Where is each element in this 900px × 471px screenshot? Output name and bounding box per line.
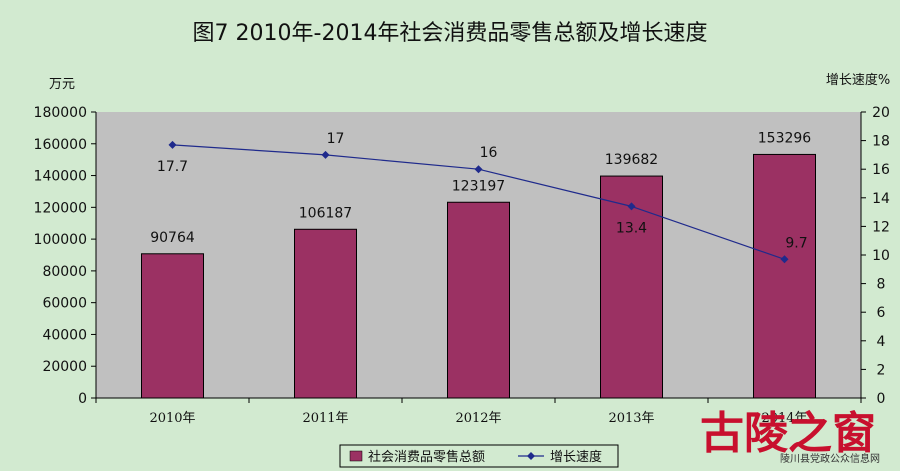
chart-title: 图7 2010年-2014年社会消费品零售总额及增长速度 xyxy=(193,21,708,46)
line-data-label: 17 xyxy=(327,131,345,147)
legend: 社会消费品零售总额 增长速度 xyxy=(339,444,619,468)
right-tick-label: 8 xyxy=(877,277,886,293)
left-tick-label: 160000 xyxy=(34,137,87,153)
x-axis: 2010年 2011年 2012年 2013年 2014年 xyxy=(95,398,862,426)
watermark-logo: 古陵之窗 陵川县党政公众信息网 xyxy=(700,408,880,465)
x-tick-label: 2011年 xyxy=(302,411,348,426)
line-series xyxy=(168,140,789,264)
left-tick-label: 20000 xyxy=(42,359,87,375)
x-tick-label: 2014年 xyxy=(761,411,807,426)
left-tick-label: 180000 xyxy=(34,105,87,121)
x-tick-label: 2013年 xyxy=(608,411,654,426)
right-y-axis: 0 2 4 6 8 10 12 14 16 18 20 xyxy=(861,105,890,407)
line-data-label: 9.7 xyxy=(785,235,807,251)
bar-series xyxy=(141,153,816,399)
x-tick-label: 2010年 xyxy=(149,411,195,426)
right-tick-label: 14 xyxy=(872,191,890,207)
legend-bar-label: 社会消费品零售总额 xyxy=(368,449,485,465)
left-tick-label: 80000 xyxy=(42,264,87,280)
bar-data-label: 106187 xyxy=(299,205,352,221)
line-point xyxy=(168,140,177,149)
line-data-label: 16 xyxy=(480,145,498,161)
line-data-labels: 17.7 17 16 13.4 9.7 xyxy=(157,131,808,251)
left-tick-label: 140000 xyxy=(34,169,87,185)
bar-data-label: 123197 xyxy=(452,178,505,194)
bar xyxy=(294,228,357,399)
legend-line-marker xyxy=(527,452,535,460)
bar-data-label: 90764 xyxy=(150,230,195,246)
line-point xyxy=(321,150,330,159)
right-tick-label: 10 xyxy=(872,248,890,264)
left-tick-label: 120000 xyxy=(34,200,87,216)
line-data-label: 13.4 xyxy=(616,220,647,236)
watermark-subtitle: 陵川县党政公众信息网 xyxy=(780,452,880,465)
line-point xyxy=(627,202,636,211)
right-tick-label: 2 xyxy=(877,362,886,378)
right-tick-label: 18 xyxy=(872,134,890,150)
watermark-logo-text: 古陵之窗 xyxy=(700,408,876,459)
line-point xyxy=(474,165,483,174)
line-data-label: 17.7 xyxy=(157,159,188,175)
bar-data-label: 139682 xyxy=(605,152,658,168)
bar-data-labels: 90764 106187 123197 139682 153296 xyxy=(150,130,811,245)
bar xyxy=(141,253,204,399)
bar-data-label: 153296 xyxy=(758,130,812,146)
bar xyxy=(447,201,510,399)
legend-bar-swatch xyxy=(349,450,363,462)
line-point xyxy=(780,255,789,264)
legend-line-label: 增长速度 xyxy=(550,449,602,465)
left-y-axis: 0 20000 40000 60000 80000 100000 120000 140000 1… xyxy=(34,105,96,407)
right-tick-label: 0 xyxy=(877,391,886,407)
right-tick-label: 20 xyxy=(872,105,890,121)
right-tick-label: 4 xyxy=(877,334,886,350)
left-tick-label: 60000 xyxy=(42,296,87,312)
right-axis-unit: 增长速度% xyxy=(826,72,890,88)
left-tick-label: 40000 xyxy=(42,327,87,343)
bar xyxy=(753,153,816,399)
right-tick-label: 6 xyxy=(877,305,886,321)
left-tick-label: 100000 xyxy=(34,232,87,248)
left-tick-label: 0 xyxy=(78,391,87,407)
x-tick-label: 2012年 xyxy=(455,411,501,426)
legend-box xyxy=(339,444,619,468)
left-axis-unit: 万元 xyxy=(49,77,75,92)
right-tick-label: 12 xyxy=(872,219,890,235)
right-tick-label: 16 xyxy=(872,162,890,178)
